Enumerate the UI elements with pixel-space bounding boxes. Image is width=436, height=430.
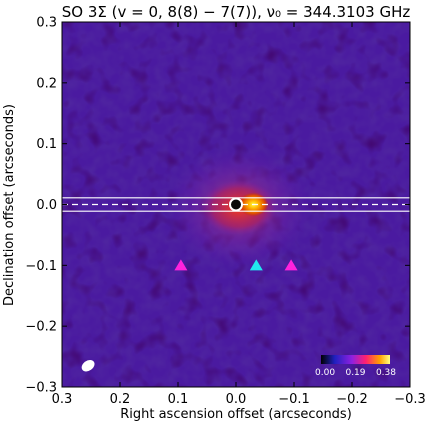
colorbar-tick-label: 0.19 bbox=[345, 368, 365, 378]
beam-ellipse bbox=[81, 359, 95, 372]
y-axis-ticks: 0.3 0.2 0.1 0.0 −0.1 −0.2 −0.3 bbox=[25, 16, 410, 396]
continuum-marker bbox=[229, 197, 243, 212]
y-tick-label: 0.3 bbox=[36, 16, 57, 31]
x-tick-label: 0.1 bbox=[168, 392, 189, 407]
colorbar: 0.00 0.19 0.38 bbox=[315, 355, 396, 378]
x-tick-label: 0.2 bbox=[110, 392, 131, 407]
colorbar-gradient bbox=[321, 355, 390, 364]
x-axis-ticks: 0.3 0.2 0.1 0.0 −0.1 −0.2 −0.3 bbox=[52, 22, 426, 407]
colorbar-tick-label: 0.38 bbox=[376, 368, 396, 378]
y-tick-label: 0.0 bbox=[36, 198, 57, 213]
x-tick-label: −0.3 bbox=[394, 392, 426, 407]
x-tick-label: −0.1 bbox=[278, 392, 310, 407]
y-tick-label: −0.3 bbox=[25, 381, 57, 396]
x-tick-label: 0.0 bbox=[226, 392, 247, 407]
x-tick-label: 0.3 bbox=[52, 392, 73, 407]
triangle-marker-1 bbox=[249, 259, 263, 271]
y-tick-label: 0.1 bbox=[36, 137, 57, 152]
y-axis-label: Declination offset (arcseconds) bbox=[2, 104, 17, 306]
plot-area: 0.00 0.19 0.38 bbox=[62, 22, 410, 387]
markers bbox=[174, 197, 298, 271]
y-tick-label: −0.1 bbox=[25, 259, 57, 274]
x-axis-label: Right ascension offset (arcseconds) bbox=[120, 407, 352, 422]
y-tick-label: 0.2 bbox=[36, 76, 57, 91]
colorbar-tick-label: 0.00 bbox=[315, 368, 335, 378]
triangle-marker-0 bbox=[174, 259, 188, 271]
beam-shape bbox=[81, 359, 95, 372]
x-tick-label: −0.2 bbox=[336, 392, 368, 407]
triangle-marker-2 bbox=[284, 259, 298, 271]
chart-title: SO 3Σ (v = 0, 8(8) − 7(7)), ν₀ = 344.310… bbox=[62, 3, 411, 21]
y-tick-label: −0.2 bbox=[25, 320, 57, 335]
